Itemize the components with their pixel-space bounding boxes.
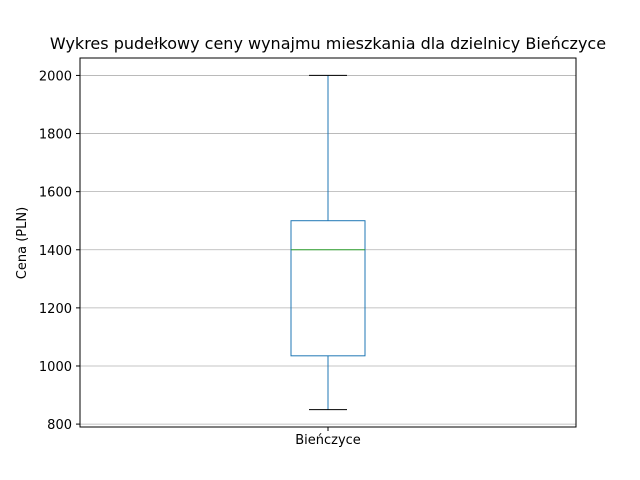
y-axis-label: Cena (PLN) <box>15 207 30 279</box>
y-tick-label: 1800 <box>39 128 72 143</box>
plot-area: 800 1000 1200 1400 1600 1800 2000 Bieńczyce <box>39 57 577 448</box>
chart-title: Wykres pudełkowy ceny wynajmu mieszkania… <box>50 34 606 53</box>
x-tick-label: Bieńczyce <box>295 433 361 448</box>
y-tick-label: 1400 <box>39 244 72 259</box>
y-tick-label: 800 <box>47 418 72 433</box>
y-tick-label: 1200 <box>39 302 72 317</box>
iqr-box <box>290 220 366 357</box>
box-plot <box>290 74 366 411</box>
x-axis-ticks: Bieńczyce <box>295 427 361 448</box>
y-axis-ticks: 800 1000 1200 1400 1600 1800 2000 <box>39 69 80 433</box>
y-tick-label: 1600 <box>39 186 72 201</box>
y-tick-label: 1000 <box>39 360 72 375</box>
y-tick-label: 2000 <box>39 69 72 84</box>
